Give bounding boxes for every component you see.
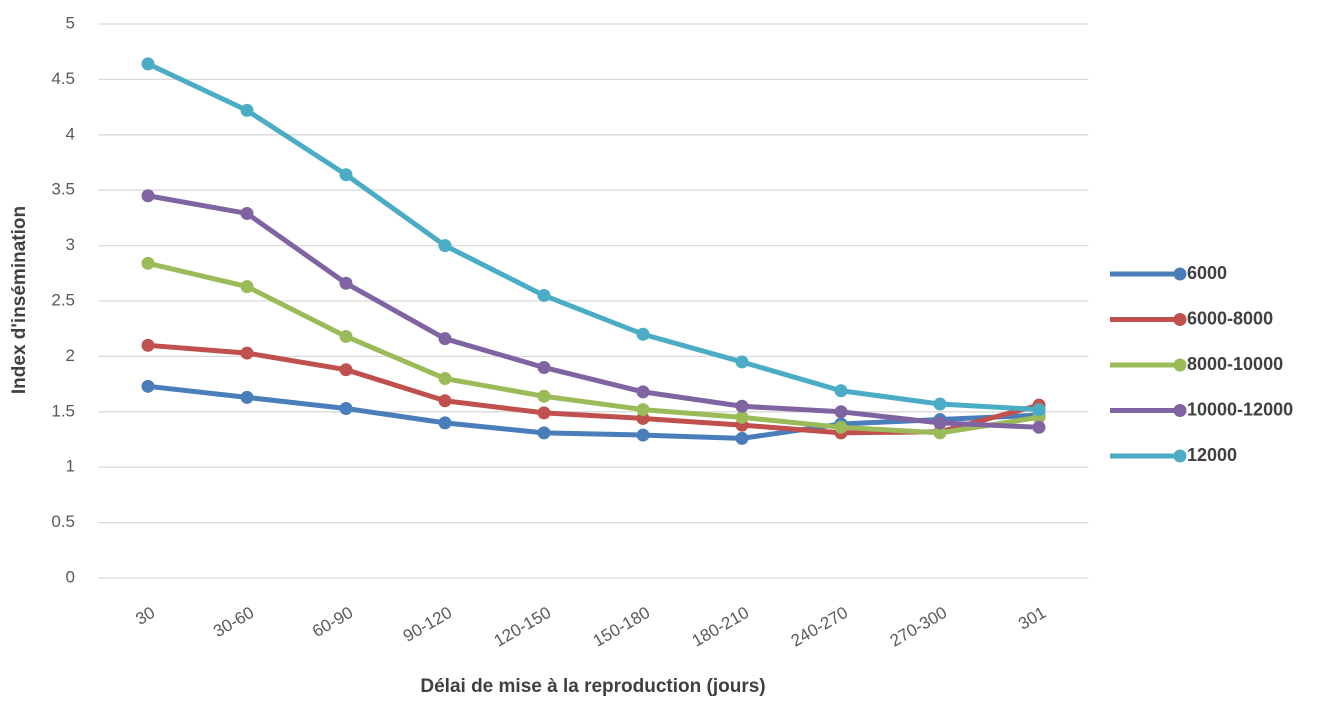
data-point	[438, 416, 452, 430]
data-point	[537, 360, 551, 374]
legend-marker	[1173, 449, 1187, 463]
legend-label: 8000-10000	[1187, 354, 1283, 374]
data-point	[438, 394, 452, 408]
data-point	[339, 329, 353, 343]
y-tick-label: 1.5	[51, 401, 75, 420]
y-axis-label: Index d'insémination	[9, 206, 30, 394]
data-point	[1032, 403, 1046, 417]
data-point	[1032, 420, 1046, 434]
data-point	[636, 428, 650, 442]
legend-marker	[1173, 267, 1187, 281]
data-point	[438, 372, 452, 386]
y-tick-label: 5	[66, 13, 75, 32]
series-line	[147, 193, 1040, 430]
y-tick-label: 0	[66, 567, 75, 586]
data-point	[933, 426, 947, 440]
legend-marker	[1173, 313, 1187, 326]
data-point	[834, 420, 848, 434]
data-point	[438, 239, 452, 253]
data-point	[735, 431, 749, 445]
data-point	[735, 399, 749, 413]
data-point	[339, 276, 353, 290]
y-tick-label: 0.5	[51, 512, 75, 531]
data-point	[141, 189, 155, 203]
x-axis-label: Délai de mise à la reproduction (jours)	[420, 676, 765, 697]
series-line	[146, 61, 1040, 413]
data-point	[735, 355, 749, 369]
data-point	[537, 426, 551, 440]
x-tick-label: 120-150	[491, 603, 555, 651]
y-tick-label: 3.5	[51, 180, 75, 199]
data-point	[636, 385, 650, 399]
data-point	[240, 390, 254, 404]
data-point	[141, 338, 155, 352]
legend-label: 10000-12000	[1187, 399, 1293, 419]
data-point	[636, 327, 650, 341]
data-point	[240, 346, 254, 360]
x-tick-label: 150-180	[590, 603, 654, 651]
legend-label: 12000	[1187, 445, 1237, 465]
data-point	[240, 280, 254, 294]
data-point	[240, 206, 254, 220]
data-point	[537, 389, 551, 403]
x-tick-label: 240-270	[788, 603, 852, 651]
y-tick-label: 3	[66, 235, 75, 254]
data-point	[933, 416, 947, 430]
data-point	[141, 256, 155, 270]
x-tick-label: 301	[1015, 603, 1049, 634]
series-line	[147, 383, 1040, 441]
y-tick-label: 4.5	[51, 69, 75, 88]
data-point	[834, 384, 848, 398]
data-point	[141, 57, 155, 71]
data-point	[537, 288, 551, 302]
y-tick-label: 1	[66, 457, 75, 476]
series-line	[147, 260, 1040, 436]
data-point	[339, 401, 353, 415]
x-tick-label: 270-300	[887, 603, 951, 651]
data-point	[537, 406, 551, 420]
x-tick-label: 90-120	[400, 603, 455, 646]
y-tick-label: 2.5	[51, 290, 75, 309]
data-point	[339, 168, 353, 182]
x-tick-label: 60-90	[309, 603, 356, 641]
data-point	[141, 379, 155, 393]
y-tick-label: 4	[66, 124, 75, 143]
data-point	[339, 363, 353, 377]
data-point	[240, 103, 254, 117]
legend-marker	[1173, 358, 1187, 372]
legend-label: 6000-8000	[1187, 308, 1273, 328]
x-tick-label: 30	[132, 603, 158, 629]
data-point	[636, 403, 650, 417]
x-tick-label: 30-60	[210, 603, 257, 641]
data-point	[834, 405, 848, 419]
legend-marker	[1173, 404, 1187, 417]
data-point	[933, 397, 947, 411]
y-tick-label: 2	[66, 346, 75, 365]
legend-label: 6000	[1187, 263, 1227, 283]
data-point	[735, 410, 749, 424]
data-point	[438, 332, 452, 346]
x-tick-label: 180-210	[689, 603, 753, 651]
